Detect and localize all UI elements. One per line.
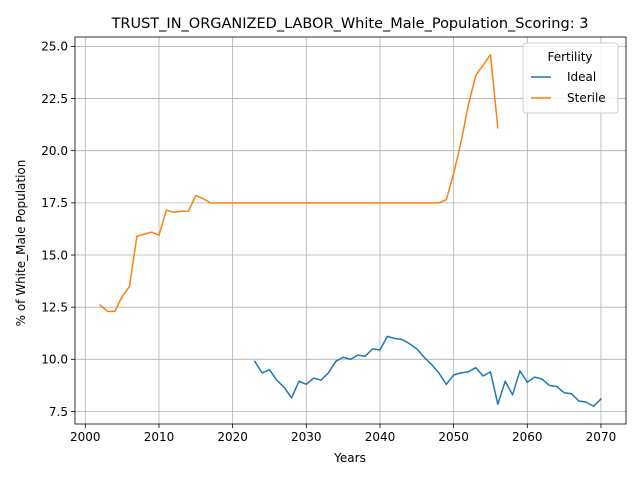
series-line-ideal [253, 335, 603, 408]
x-tick-label: 2070 [586, 430, 617, 444]
x-tick-label: 2030 [291, 430, 322, 444]
series-line-sterile [98, 53, 499, 313]
legend-label-sterile: Sterile [567, 91, 606, 105]
legend: Fertility Ideal Sterile [522, 42, 619, 114]
y-tick-label: 7.5 [49, 405, 68, 419]
legend-title: Fertility [547, 50, 592, 64]
y-tick-label: 12.5 [41, 300, 68, 314]
y-axis-label: % of White_Male Population [14, 160, 28, 327]
x-tick-label: 2050 [438, 430, 469, 444]
y-tick-label: 20.0 [41, 144, 68, 158]
x-tick-label: 2000 [70, 430, 101, 444]
y-axis-ticks: 7.5 10.0 12.5 15.0 17.5 20.0 22.5 25.0 [41, 40, 75, 419]
x-tick-label: 2060 [512, 430, 543, 444]
x-tick-label: 2040 [365, 430, 396, 444]
y-tick-label: 25.0 [41, 40, 68, 54]
x-tick-label: 2010 [144, 430, 175, 444]
plot-frame [74, 36, 627, 425]
legend-label-ideal: Ideal [567, 70, 596, 84]
y-tick-label: 15.0 [41, 248, 68, 262]
x-tick-label: 2020 [217, 430, 248, 444]
x-axis-label: Years [333, 451, 366, 465]
y-tick-label: 10.0 [41, 353, 68, 367]
series-lines [98, 53, 603, 408]
chart-title: TRUST_IN_ORGANIZED_LABOR_White_Male_Popu… [111, 16, 589, 32]
x-axis-ticks: 2000 2010 2020 2030 2040 2050 2060 2070 [70, 424, 616, 444]
y-tick-label: 22.5 [41, 92, 68, 106]
legend-box [522, 42, 619, 114]
y-tick-label: 17.5 [41, 196, 68, 210]
